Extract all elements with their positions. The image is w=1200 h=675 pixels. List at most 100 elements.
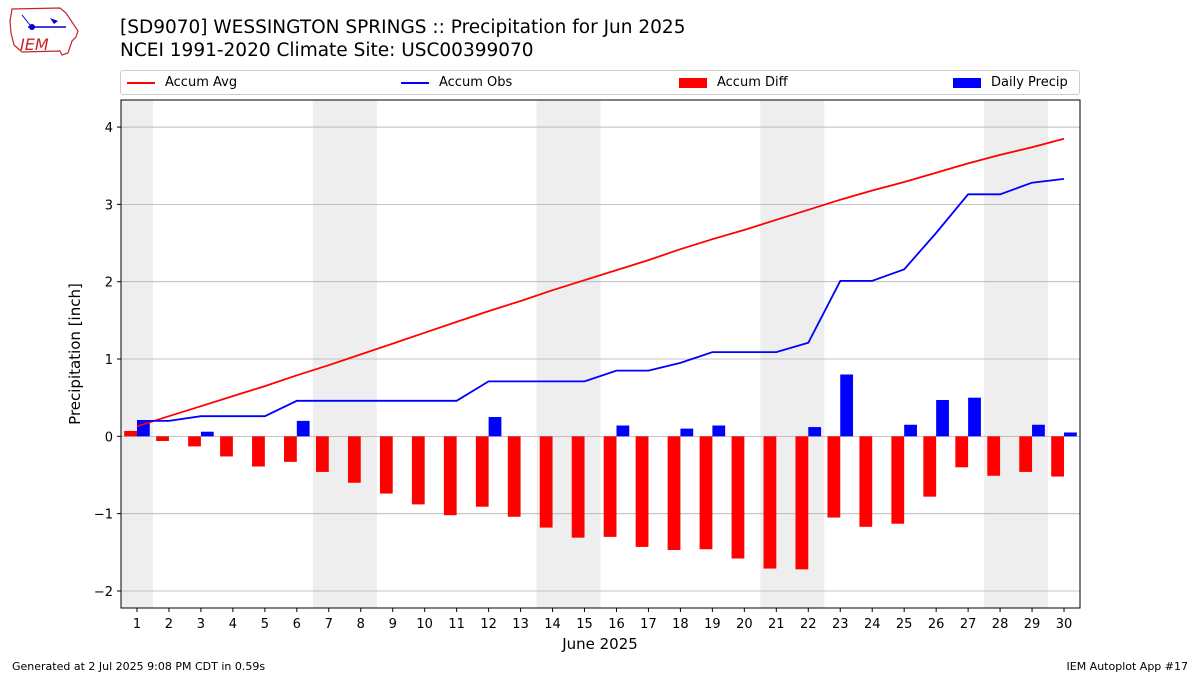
daily-precip-bar	[616, 425, 630, 437]
x-tick-label: 4	[229, 617, 237, 632]
legend-swatch-daily-precip	[953, 77, 981, 88]
legend-accum-obs: Accum Obs	[401, 71, 512, 94]
x-tick-label: 2	[165, 617, 173, 632]
accum-diff-bar	[475, 436, 489, 507]
accum-diff-bar	[635, 436, 649, 547]
x-tick-label: 30	[1056, 617, 1073, 632]
legend-daily-precip: Daily Precip	[953, 71, 1068, 94]
x-tick-label: 15	[576, 617, 593, 632]
iem-logo: IEM	[9, 7, 79, 56]
legend-accum-diff: Accum Diff	[679, 71, 788, 94]
x-tick-label: 14	[544, 617, 561, 632]
accum-avg-line	[136, 137, 1065, 428]
accum-diff-bar	[220, 436, 233, 457]
daily-precip-bar	[904, 424, 917, 437]
chart-legend: Accum Avg Accum Obs Accum Diff Daily Pre…	[120, 70, 1080, 95]
y-tick-label: 1	[105, 353, 113, 368]
daily-precip-bar	[1032, 424, 1045, 437]
daily-precip-bar	[808, 427, 822, 437]
x-tick-label: 28	[992, 617, 1009, 632]
accum-diff-bar	[731, 436, 745, 559]
footer-generated: Generated at 2 Jul 2025 9:08 PM CDT in 0…	[12, 660, 266, 673]
accum-diff-bar	[891, 436, 905, 524]
accum-diff-bar	[827, 436, 841, 518]
x-tick-label: 9	[389, 617, 397, 632]
x-tick-label: 6	[293, 617, 301, 632]
y-tick-label: 0	[105, 430, 113, 445]
accum-diff-bar	[507, 436, 521, 517]
daily-precip-bar	[296, 420, 310, 437]
y-axis-label: Precipitation [inch]	[66, 283, 84, 425]
chart-subtitle: NCEI 1991-2020 Climate Site: USC00399070	[120, 40, 534, 61]
chart-title: [SD9070] WESSINGTON SPRINGS :: Precipita…	[120, 17, 686, 38]
daily-precip-bar	[840, 374, 854, 437]
x-tick-label: 1	[133, 617, 141, 632]
y-tick-label: −1	[94, 508, 113, 523]
x-tick-label: 23	[832, 617, 849, 632]
accum-diff-bar	[987, 436, 1001, 476]
legend-label-daily-precip: Daily Precip	[991, 75, 1068, 90]
y-tick-label: −2	[94, 585, 113, 600]
accum-diff-bar	[284, 436, 297, 462]
daily-precip-bar	[488, 417, 502, 437]
accum-diff-bar	[603, 436, 617, 537]
daily-precip-bar	[680, 428, 694, 437]
x-tick-label: 26	[928, 617, 945, 632]
x-tick-label: 16	[608, 617, 625, 632]
weekend-shade	[984, 100, 1049, 608]
accum-diff-bar	[923, 436, 937, 497]
legend-swatch-accum-obs	[401, 81, 429, 84]
x-tick-label: 19	[704, 617, 721, 632]
accum-diff-bar	[411, 436, 425, 505]
weekend-shade	[536, 100, 601, 608]
weekend-shading	[121, 100, 1049, 608]
plot-frame	[120, 99, 1081, 609]
x-tick-label: 24	[864, 617, 881, 632]
y-tick-label: 3	[105, 198, 113, 213]
x-tick-label: 20	[736, 617, 753, 632]
lines	[136, 137, 1065, 428]
legend-swatch-accum-avg	[127, 81, 155, 84]
legend-label-accum-diff: Accum Diff	[717, 75, 788, 90]
accum-obs-line	[137, 178, 1065, 422]
accum-diff-bar	[252, 436, 265, 467]
x-tick-label: 17	[640, 617, 657, 632]
accum-diff-bar	[379, 436, 393, 494]
legend-label-accum-obs: Accum Obs	[439, 75, 513, 90]
x-tick-label: 11	[448, 617, 465, 632]
bars	[124, 374, 1077, 570]
x-tick-label: 7	[325, 617, 333, 632]
accum-diff-bar	[539, 436, 553, 528]
x-tick-label: 3	[197, 617, 205, 632]
y-tick-label: 4	[105, 121, 113, 136]
x-tick-label: 8	[357, 617, 365, 632]
x-tick-label: 22	[800, 617, 817, 632]
accum-diff-bar	[315, 436, 329, 472]
footer-app: IEM Autoplot App #17	[1066, 660, 1189, 673]
x-tick-label: 25	[896, 617, 913, 632]
y-tick-label: 2	[105, 276, 113, 291]
weekend-shade	[121, 100, 153, 608]
accum-diff-bar	[1051, 436, 1065, 477]
x-tick-label: 21	[768, 617, 785, 632]
daily-precip-bar	[200, 431, 214, 437]
x-tick-label: 12	[480, 617, 497, 632]
accum-diff-bar	[1019, 436, 1033, 472]
accum-diff-bar	[763, 436, 777, 569]
weekend-shade	[312, 100, 377, 608]
x-tick-label: 10	[416, 617, 433, 632]
accum-diff-bar	[795, 436, 809, 570]
gridlines	[121, 126, 1080, 592]
accum-diff-bar	[156, 436, 169, 441]
accum-diff-bar	[571, 436, 585, 538]
x-tick-label: 18	[672, 617, 689, 632]
accum-diff-bar	[955, 436, 969, 468]
x-axis-label: June 2025	[561, 635, 638, 653]
accum-diff-bar	[859, 436, 873, 527]
accum-diff-bar	[443, 436, 457, 516]
x-tick-label: 13	[512, 617, 529, 632]
daily-precip-bar	[968, 397, 981, 437]
legend-accum-avg: Accum Avg	[127, 71, 237, 94]
daily-precip-bar	[712, 425, 726, 437]
